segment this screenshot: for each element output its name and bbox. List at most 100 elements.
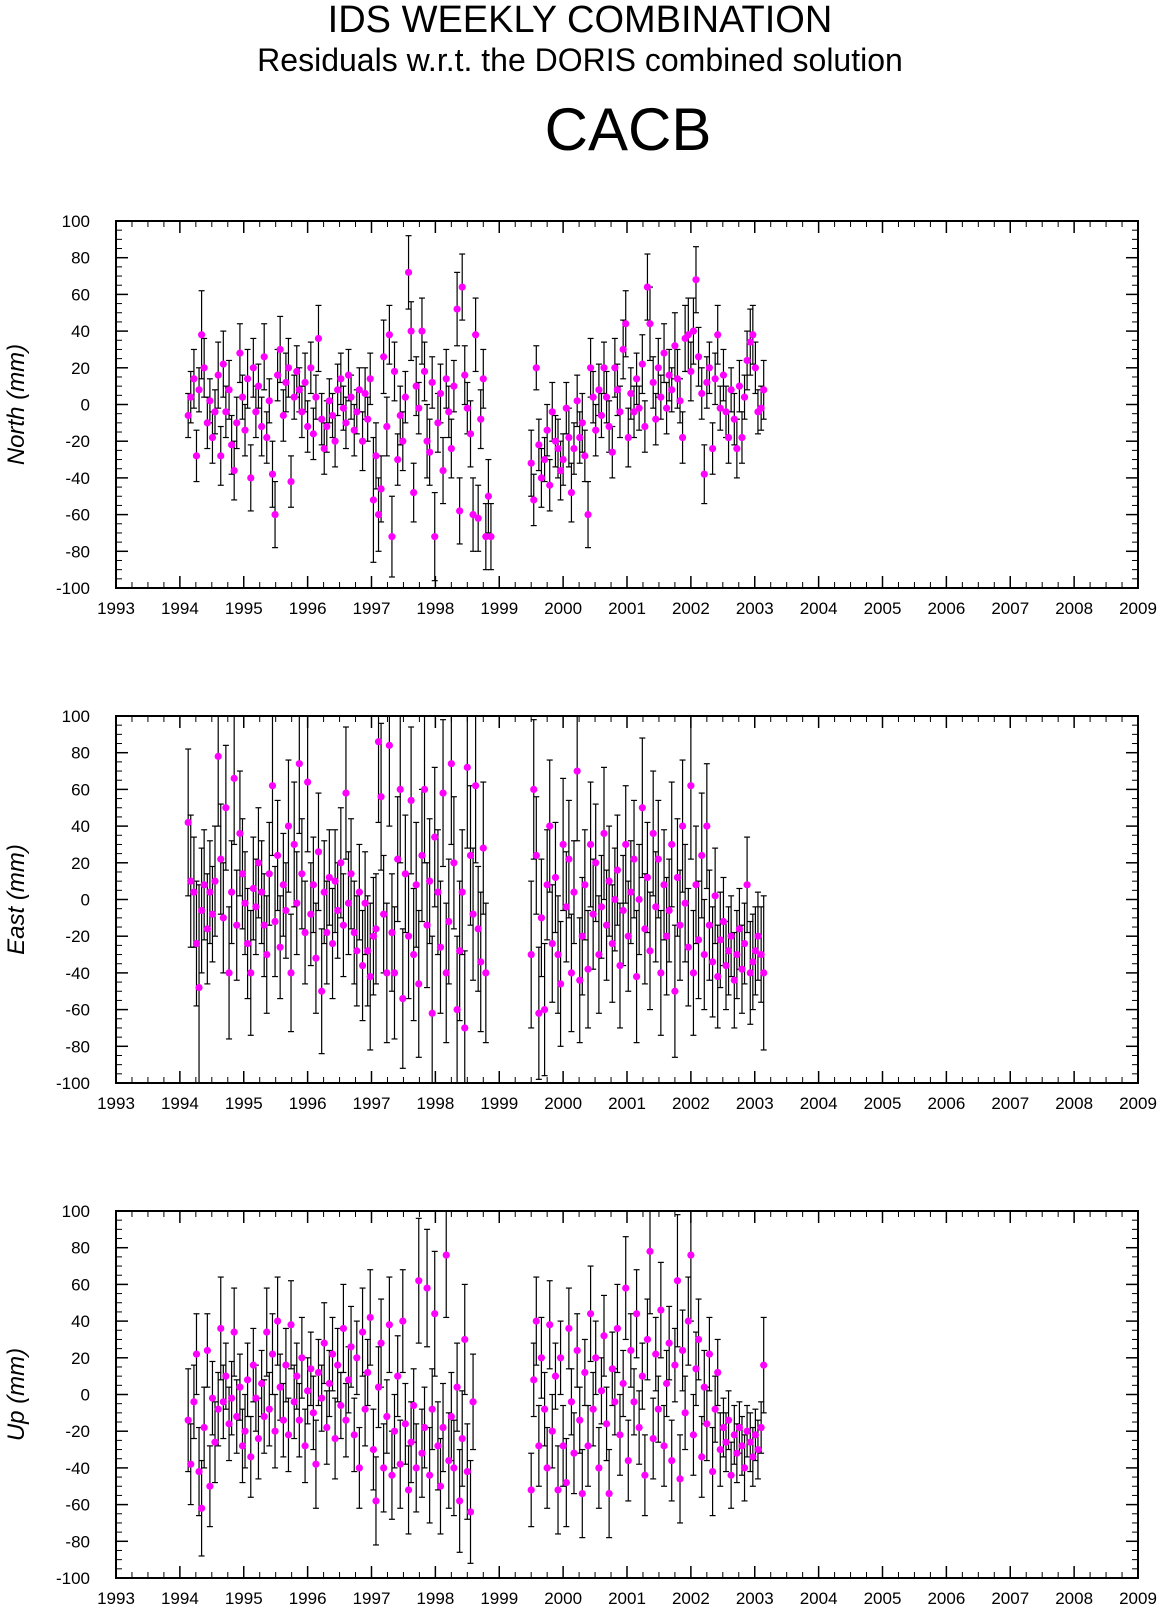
y-tick-label: -60 [65, 1496, 90, 1515]
error-bars [185, 1211, 767, 1564]
data-point [428, 378, 436, 387]
x-tick-label: 2003 [736, 1094, 774, 1113]
data-point [377, 793, 385, 801]
data-point [236, 1383, 244, 1391]
data-point [328, 411, 337, 420]
data-point [265, 397, 273, 405]
y-tick-label: -100 [56, 1074, 90, 1093]
data-point [344, 1376, 353, 1384]
data-point [445, 1456, 453, 1465]
data-point [597, 1387, 606, 1395]
y-tick-label: 0 [81, 891, 90, 910]
data-point [740, 1464, 749, 1472]
data-point [450, 382, 458, 390]
data-point [342, 1416, 350, 1424]
data-point [366, 1313, 374, 1322]
data-point [453, 1383, 461, 1391]
data-point [233, 921, 241, 929]
data-point [260, 353, 268, 361]
data-point [284, 822, 293, 830]
x-tick-label: 1998 [416, 599, 454, 618]
data-point [630, 1398, 638, 1406]
data-point [323, 928, 331, 937]
data-point [551, 1372, 560, 1380]
data-point [570, 1449, 578, 1457]
x-tick-label: 1996 [289, 1094, 327, 1113]
data-point [708, 958, 717, 966]
data-point [377, 1339, 385, 1347]
data-point [711, 1405, 719, 1413]
y-tick-label: 60 [71, 1275, 90, 1294]
y-tick-label: 80 [71, 744, 90, 763]
data-point [258, 422, 266, 431]
y-axis-title: North (mm) [3, 344, 30, 465]
data-point [439, 1423, 447, 1432]
data-point [353, 408, 361, 416]
data-point [372, 452, 380, 460]
data-point [442, 375, 450, 383]
x-tick-label: 2001 [608, 1589, 646, 1608]
data-point [482, 533, 490, 541]
data-point [463, 763, 471, 771]
data-point [613, 1324, 622, 1333]
y-tick-label: -100 [56, 1569, 90, 1588]
data-point [484, 492, 492, 500]
x-tick-label: 2006 [927, 1094, 965, 1113]
data-point [307, 910, 315, 918]
data-point [619, 906, 627, 915]
x-tick-label: 1993 [97, 1589, 135, 1608]
data-point [274, 1317, 282, 1325]
data-point [716, 1445, 724, 1454]
data-point [249, 1361, 257, 1369]
data-point [616, 408, 624, 416]
data-point [537, 1354, 546, 1362]
data-point [678, 1346, 687, 1355]
data-point [530, 1376, 538, 1384]
data-point [252, 408, 260, 416]
data-point [727, 386, 735, 394]
x-tick-label: 1994 [161, 599, 199, 618]
data-point [260, 921, 268, 929]
data-point [684, 1317, 692, 1325]
data-point [263, 433, 271, 442]
data-point [611, 364, 619, 372]
data-point [641, 422, 649, 431]
data-point [578, 932, 586, 940]
data-point [325, 873, 333, 882]
x-tick-label: 1998 [416, 1589, 454, 1608]
data-point [740, 939, 749, 948]
data-point [554, 1486, 562, 1494]
data-point [551, 873, 560, 882]
data-point [730, 415, 738, 423]
data-point [627, 389, 635, 398]
data-point [716, 936, 724, 944]
data-point [700, 1383, 708, 1391]
data-point [268, 782, 277, 790]
data-point [760, 969, 768, 977]
data-point [265, 870, 273, 878]
data-point [197, 1504, 206, 1512]
data-point [211, 408, 219, 416]
data-point [187, 1460, 195, 1468]
data-point [301, 1442, 309, 1450]
data-point [527, 950, 535, 959]
data-point [282, 1361, 290, 1369]
data-point [532, 1317, 540, 1325]
data-point [597, 903, 606, 911]
data-point [252, 903, 260, 911]
data-point [665, 371, 673, 379]
data-point [423, 1284, 431, 1292]
data-point [698, 389, 706, 398]
data-point [399, 1317, 407, 1325]
y-axis: -100 -80 -60 -40 -20 0 20 40 60 80 100 [56, 1202, 1138, 1588]
data-point [671, 987, 679, 995]
station-name: CACB [544, 96, 712, 163]
data-point [681, 1409, 689, 1417]
data-point [749, 958, 757, 966]
data-point [576, 976, 584, 984]
data-point [456, 947, 464, 955]
x-tick-label: 2006 [927, 1589, 965, 1608]
data-point [214, 371, 222, 379]
data-point [559, 840, 567, 849]
data-point [355, 386, 363, 394]
